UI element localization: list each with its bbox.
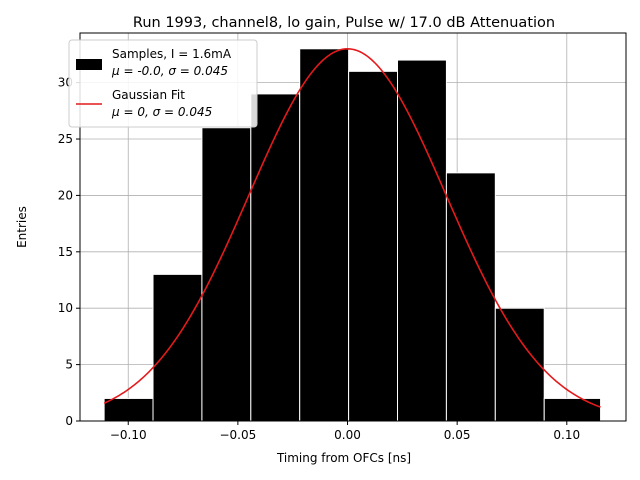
- chart-title: Run 1993, channel8, lo gain, Pulse w/ 17…: [133, 15, 555, 31]
- histogram-bar: [250, 93, 301, 422]
- histogram-bar: [348, 70, 399, 422]
- legend-swatch-samples: [76, 59, 102, 70]
- histogram-bar: [103, 397, 154, 422]
- legend-label-fit: Gaussian Fit: [112, 88, 185, 102]
- x-tick-label: 0.00: [334, 428, 361, 442]
- x-tick-label: 0.05: [444, 428, 471, 442]
- y-tick-label: 5: [65, 358, 73, 372]
- histogram-bar: [494, 307, 545, 422]
- legend-stats-fit: μ = 0, σ = 0.045: [111, 105, 212, 119]
- histogram-bar: [543, 397, 602, 422]
- histogram-bar: [445, 172, 496, 422]
- histogram-bar: [201, 127, 252, 422]
- y-tick-label: 15: [58, 245, 73, 259]
- legend-label-samples: Samples, I = 1.6mA: [112, 47, 232, 61]
- histogram-bars: [103, 48, 602, 422]
- x-axis: −0.10 −0.05 0.00 0.05 0.10: [110, 421, 580, 442]
- histogram-bar: [152, 273, 203, 422]
- x-tick-label: −0.05: [219, 428, 256, 442]
- histogram-bar: [397, 59, 447, 422]
- gaussian-fit-line: [103, 47, 601, 408]
- x-axis-label: Timing from OFCs [ns]: [276, 451, 411, 465]
- legend-stats-samples: μ = -0.0, σ = 0.045: [111, 64, 228, 78]
- legend: Samples, I = 1.6mA μ = -0.0, σ = 0.045 G…: [68, 39, 258, 128]
- y-tick-label: 25: [58, 132, 73, 146]
- x-tick-label: 0.10: [553, 428, 580, 442]
- x-tick-label: −0.10: [110, 428, 147, 442]
- y-tick-label: 20: [58, 188, 73, 202]
- y-axis-label: Entries: [15, 206, 29, 248]
- legend-box: [68, 39, 258, 128]
- y-tick-label: 10: [58, 301, 73, 315]
- plot-frame: [79, 32, 627, 422]
- y-tick-label: 0: [65, 414, 73, 428]
- histogram-bar: [299, 48, 350, 422]
